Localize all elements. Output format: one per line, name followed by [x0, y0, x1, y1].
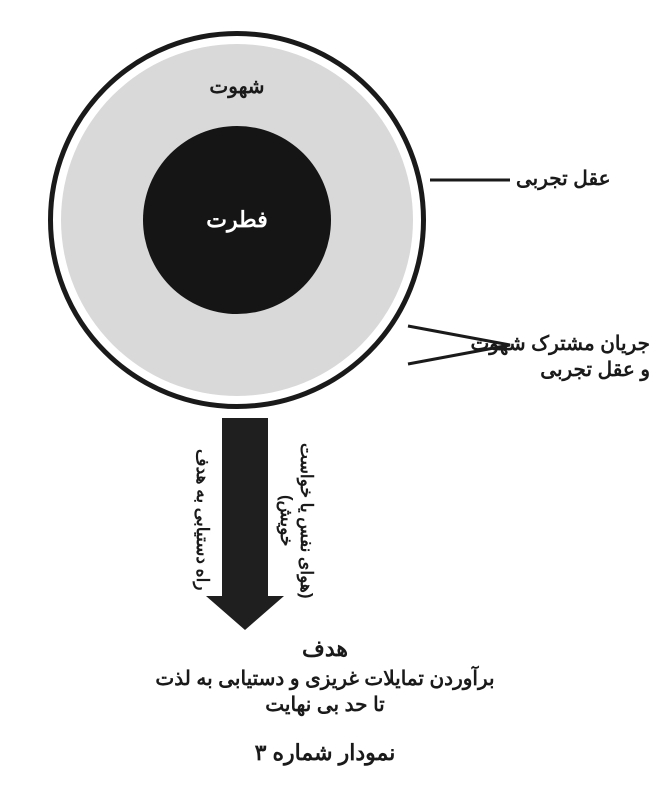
goal-line2: تا حد بی نهایت	[0, 692, 650, 717]
arrow-right-text: (هوای نفس یا خواست خویش)	[276, 422, 316, 620]
goal-line1: برآوردن تمایلات غریزی و دستیابی به لذت	[0, 666, 650, 691]
goal-title: هدف	[0, 636, 650, 662]
mixed-right-label: جریان مشترک شهوت و عقل تجربی	[460, 331, 650, 383]
down-arrow-shaft	[222, 418, 268, 596]
diagram-canvas: شهوت فطرت عقل تجربی جریان مشترک شهوت و ع…	[0, 0, 650, 802]
mixed-line1: جریان مشترک شهوت	[460, 331, 650, 357]
arrow-left-text: راه دستیابی به هدف	[192, 426, 212, 614]
diagram-caption: نمودار شماره ۳	[0, 740, 650, 766]
mixed-line2: و عقل تجربی	[460, 357, 650, 383]
down-arrow-head	[206, 596, 284, 630]
